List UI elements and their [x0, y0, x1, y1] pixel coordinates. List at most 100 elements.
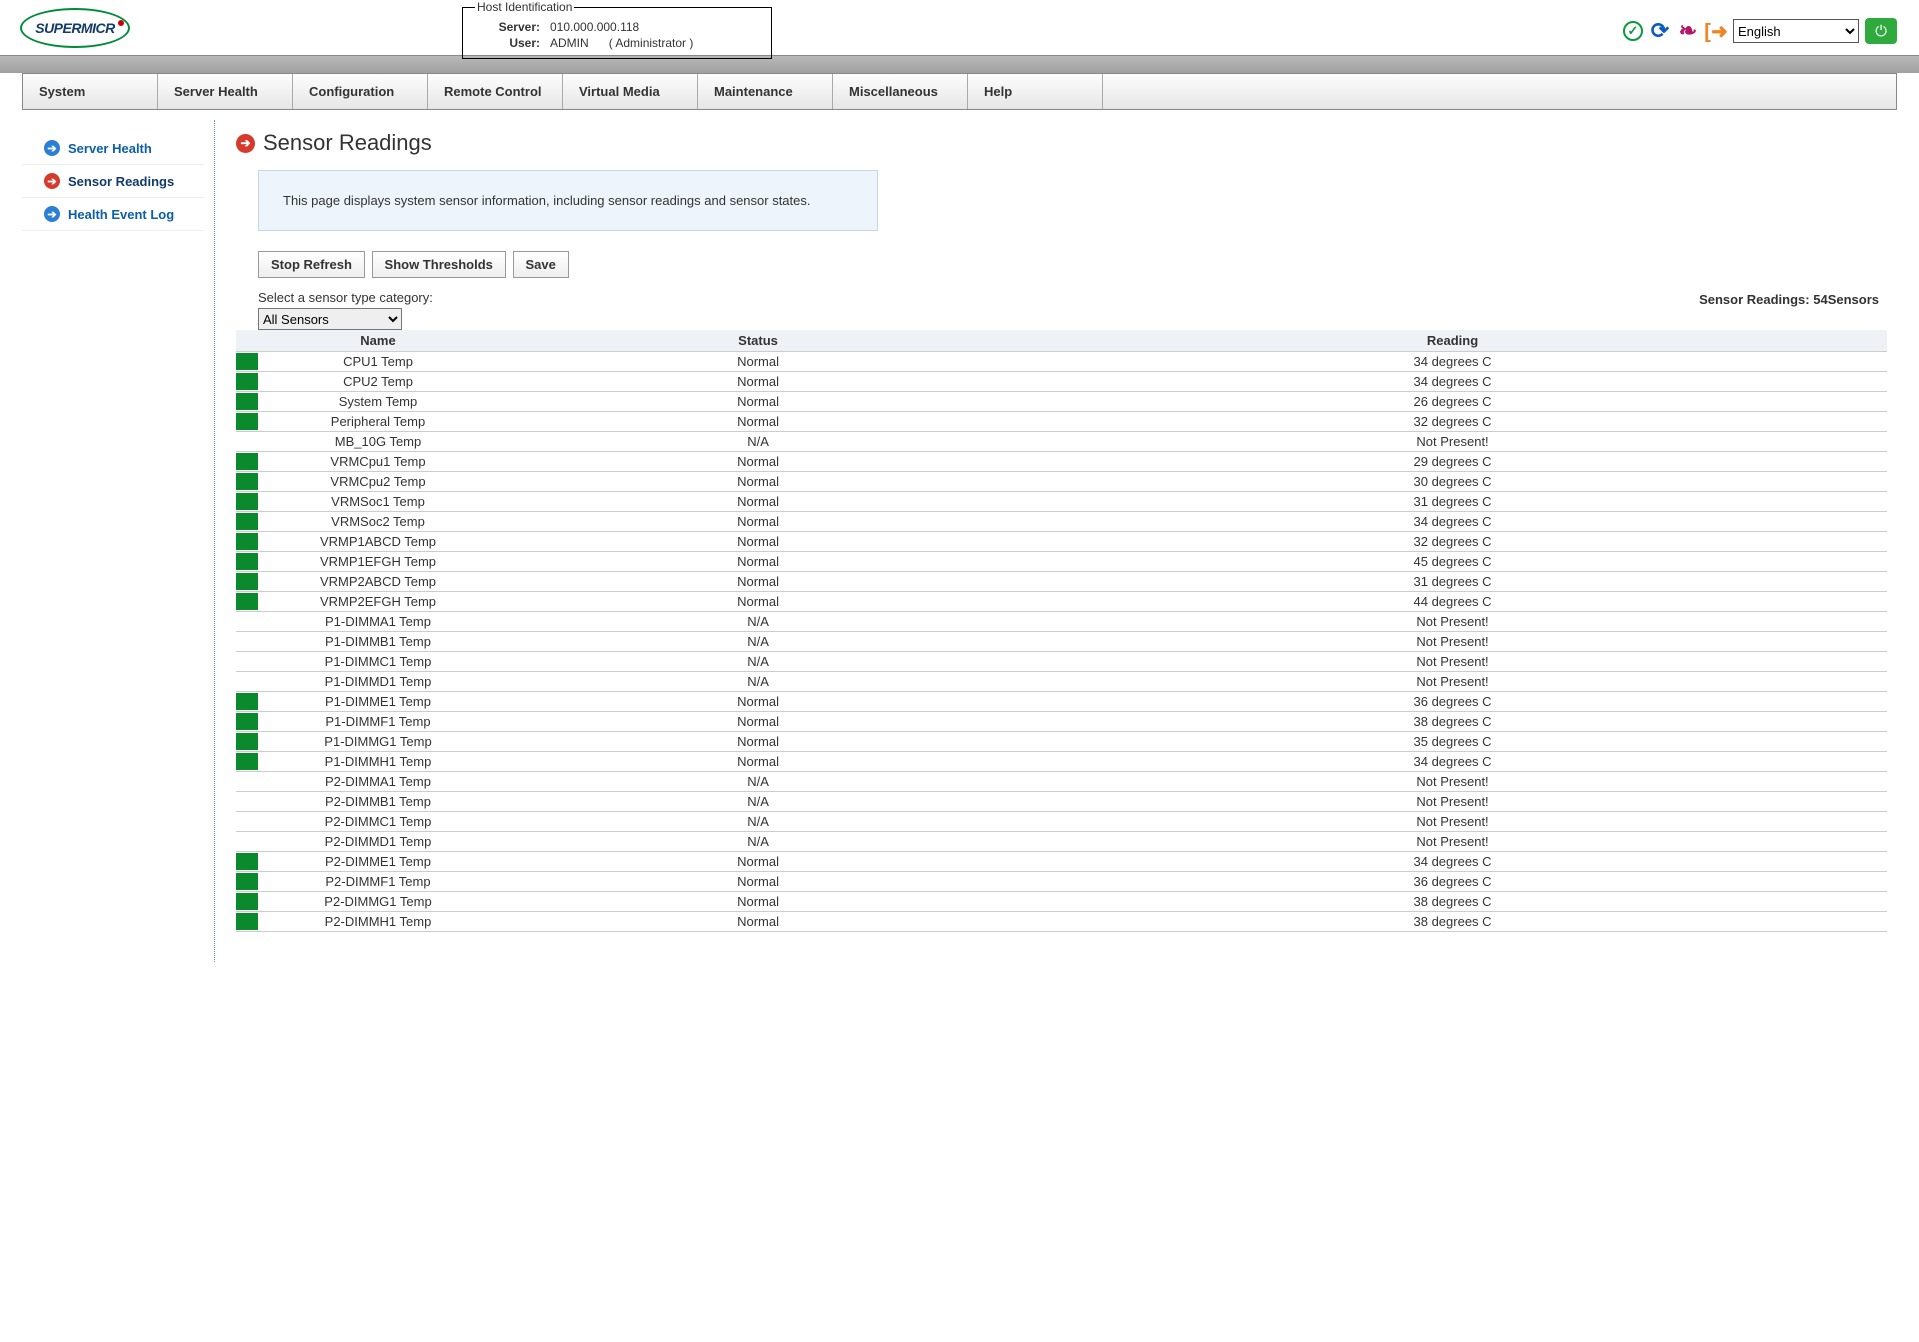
table-row[interactable]: VRMP2EFGH TempNormal44 degrees C [236, 592, 1887, 612]
power-button[interactable]: ⏻ [1865, 18, 1897, 44]
table-row[interactable]: P2-DIMMD1 TempN/ANot Present! [236, 832, 1887, 852]
table-row[interactable]: P1-DIMMF1 TempNormal38 degrees C [236, 712, 1887, 732]
language-select[interactable]: English [1733, 19, 1859, 43]
table-row[interactable]: VRMCpu2 TempNormal30 degrees C [236, 472, 1887, 492]
nav-server-health[interactable]: Server Health [158, 74, 293, 109]
status-green-icon [236, 893, 258, 910]
table-row[interactable]: CPU2 TempNormal34 degrees C [236, 372, 1887, 392]
table-row[interactable]: P2-DIMMA1 TempN/ANot Present! [236, 772, 1887, 792]
header-actions: ✓ ⟳ ❧ [➜ English ⏻ [1623, 18, 1897, 44]
user-value: ADMIN ( Administrator ) [550, 36, 759, 50]
nav-configuration[interactable]: Configuration [293, 74, 428, 109]
table-row[interactable]: P1-DIMMG1 TempNormal35 degrees C [236, 732, 1887, 752]
status-indicator [236, 452, 258, 472]
status-green-icon [236, 413, 258, 430]
sensor-reading: 38 degrees C [1018, 712, 1887, 732]
sensor-status: Normal [498, 572, 1018, 592]
logout-icon[interactable]: [➜ [1705, 20, 1727, 42]
nav-miscellaneous[interactable]: Miscellaneous [833, 74, 968, 109]
stop-refresh-button[interactable]: Stop Refresh [258, 251, 365, 278]
sensor-status: Normal [498, 492, 1018, 512]
logo-oval: SUPERMICR [20, 8, 130, 48]
nav-remote-control[interactable]: Remote Control [428, 74, 563, 109]
table-row[interactable]: VRMP2ABCD TempNormal31 degrees C [236, 572, 1887, 592]
nav-spacer [1103, 74, 1896, 109]
sensor-reading: 31 degrees C [1018, 572, 1887, 592]
sensor-status: Normal [498, 592, 1018, 612]
nav-maintenance[interactable]: Maintenance [698, 74, 833, 109]
status-indicator [236, 632, 258, 652]
sensor-status: N/A [498, 812, 1018, 832]
status-blank-icon [236, 653, 258, 670]
sensor-status: Normal [498, 352, 1018, 372]
sensor-reading: Not Present! [1018, 652, 1887, 672]
status-green-icon [236, 473, 258, 490]
sensor-name: P2-DIMMA1 Temp [258, 772, 498, 792]
status-indicator [236, 712, 258, 732]
col-status[interactable]: Status [498, 330, 1018, 352]
sensor-reading: 34 degrees C [1018, 512, 1887, 532]
status-green-icon [236, 713, 258, 730]
status-green-icon [236, 853, 258, 870]
sidebar-item-server-health[interactable]: ➔ Server Health [22, 132, 204, 165]
table-row[interactable]: P2-DIMME1 TempNormal34 degrees C [236, 852, 1887, 872]
sensor-name: VRMSoc1 Temp [258, 492, 498, 512]
divider [204, 110, 226, 962]
eco-leaf-icon[interactable]: ❧ [1677, 20, 1699, 42]
show-thresholds-button[interactable]: Show Thresholds [372, 251, 506, 278]
sensor-name: VRMP2ABCD Temp [258, 572, 498, 592]
arrow-right-icon: ➔ [236, 134, 255, 153]
nav-virtual-media[interactable]: Virtual Media [563, 74, 698, 109]
refresh-icon[interactable]: ⟳ [1649, 20, 1671, 42]
table-row[interactable]: VRMSoc1 TempNormal31 degrees C [236, 492, 1887, 512]
sensor-type-select[interactable]: All Sensors [258, 308, 402, 330]
table-row[interactable]: System TempNormal26 degrees C [236, 392, 1887, 412]
sensor-name: P1-DIMMB1 Temp [258, 632, 498, 652]
sensor-name: VRMSoc2 Temp [258, 512, 498, 532]
status-ok-icon[interactable]: ✓ [1623, 21, 1643, 41]
nav-help[interactable]: Help [968, 74, 1103, 109]
table-row[interactable]: VRMP1EFGH TempNormal45 degrees C [236, 552, 1887, 572]
sensor-name: VRMCpu1 Temp [258, 452, 498, 472]
info-box: This page displays system sensor informa… [258, 170, 878, 231]
table-row[interactable]: P2-DIMMG1 TempNormal38 degrees C [236, 892, 1887, 912]
table-row[interactable]: P2-DIMMH1 TempNormal38 degrees C [236, 912, 1887, 932]
sensor-status: Normal [498, 752, 1018, 772]
col-name[interactable]: Name [258, 330, 498, 352]
table-row[interactable]: P2-DIMMB1 TempN/ANot Present! [236, 792, 1887, 812]
main-nav: System Server Health Configuration Remot… [22, 73, 1897, 110]
status-indicator [236, 772, 258, 792]
status-indicator [236, 592, 258, 612]
table-row[interactable]: VRMSoc2 TempNormal34 degrees C [236, 512, 1887, 532]
table-row[interactable]: P2-DIMMC1 TempN/ANot Present! [236, 812, 1887, 832]
sidebar-item-sensor-readings[interactable]: ➔ Sensor Readings [22, 165, 204, 198]
table-row[interactable]: P1-DIMMD1 TempN/ANot Present! [236, 672, 1887, 692]
table-row[interactable]: MB_10G TempN/ANot Present! [236, 432, 1887, 452]
table-row[interactable]: VRMP1ABCD TempNormal32 degrees C [236, 532, 1887, 552]
sensor-status: Normal [498, 372, 1018, 392]
status-green-icon [236, 533, 258, 550]
table-row[interactable]: VRMCpu1 TempNormal29 degrees C [236, 452, 1887, 472]
sensor-name: VRMCpu2 Temp [258, 472, 498, 492]
table-row[interactable]: P1-DIMMA1 TempN/ANot Present! [236, 612, 1887, 632]
table-row[interactable]: CPU1 TempNormal34 degrees C [236, 352, 1887, 372]
sensor-status: Normal [498, 472, 1018, 492]
table-row[interactable]: P2-DIMMF1 TempNormal36 degrees C [236, 872, 1887, 892]
table-row[interactable]: Peripheral TempNormal32 degrees C [236, 412, 1887, 432]
sensor-name: P2-DIMME1 Temp [258, 852, 498, 872]
sensor-reading: Not Present! [1018, 832, 1887, 852]
sidebar-item-health-event-log[interactable]: ➔ Health Event Log [22, 198, 204, 231]
status-indicator [236, 892, 258, 912]
table-row[interactable]: P1-DIMMC1 TempN/ANot Present! [236, 652, 1887, 672]
nav-system[interactable]: System [23, 74, 158, 109]
status-green-icon [236, 873, 258, 890]
arrow-right-icon: ➔ [44, 173, 60, 189]
table-row[interactable]: P1-DIMME1 TempNormal36 degrees C [236, 692, 1887, 712]
sensor-status: Normal [498, 872, 1018, 892]
table-row[interactable]: P1-DIMMB1 TempN/ANot Present! [236, 632, 1887, 652]
sensor-name: VRMP2EFGH Temp [258, 592, 498, 612]
sensor-name: MB_10G Temp [258, 432, 498, 452]
table-row[interactable]: P1-DIMMH1 TempNormal34 degrees C [236, 752, 1887, 772]
col-reading[interactable]: Reading [1018, 330, 1887, 352]
save-button[interactable]: Save [513, 251, 569, 278]
